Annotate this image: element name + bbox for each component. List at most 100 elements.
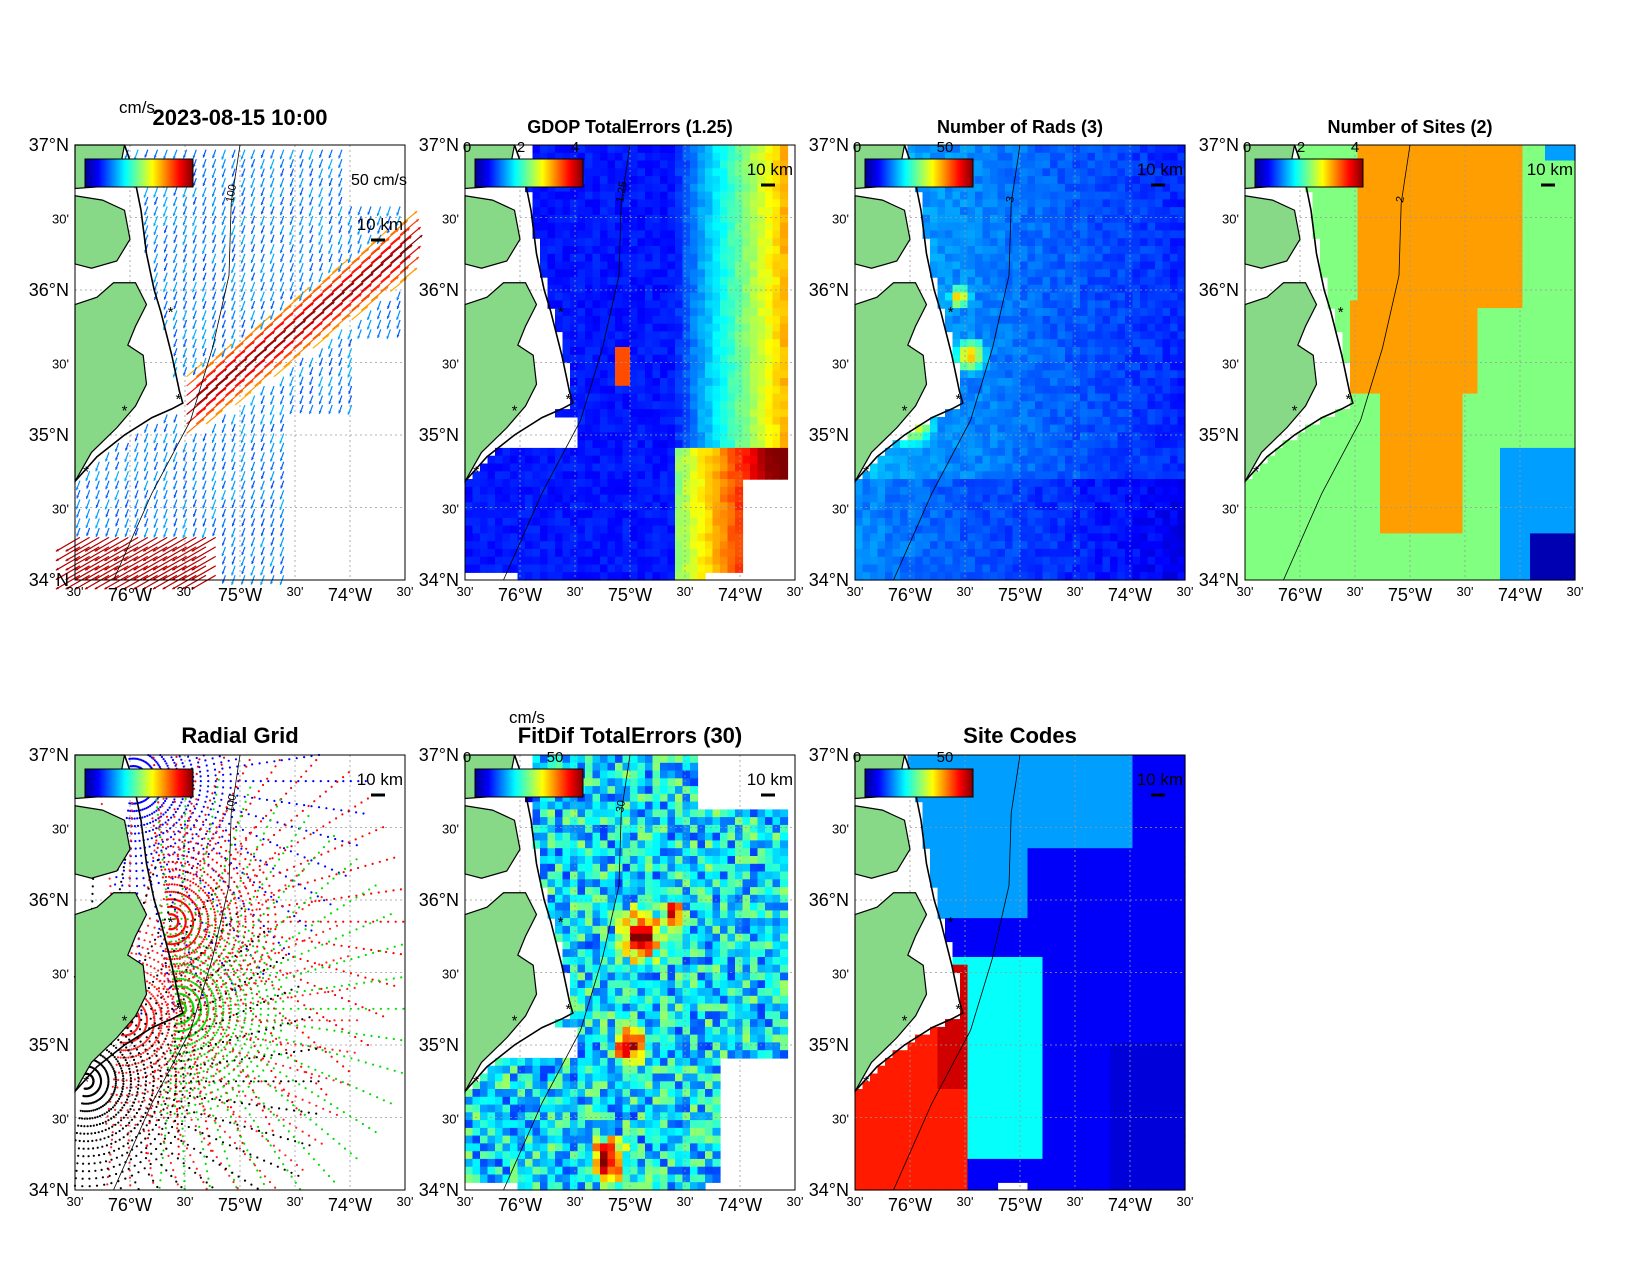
current-vector-head <box>144 439 147 443</box>
field-cell <box>960 308 969 317</box>
field-cell <box>1035 564 1044 573</box>
current-vector <box>322 291 345 311</box>
field-cell <box>675 214 684 224</box>
field-cell <box>1005 432 1014 441</box>
field-cell <box>615 354 624 364</box>
field-cell <box>997 548 1006 558</box>
field-cell <box>660 354 669 364</box>
field-cell <box>607 447 616 457</box>
field-cell <box>990 214 999 224</box>
field-cell <box>1035 517 1044 527</box>
field-cell <box>645 447 654 457</box>
field-cell <box>577 447 586 457</box>
field-cell <box>727 331 736 340</box>
field-cell <box>510 494 519 503</box>
field-cell <box>1027 160 1036 169</box>
field-cell <box>1012 510 1021 519</box>
site-marker: * <box>473 463 479 480</box>
current-vector <box>254 330 276 349</box>
colorbar-tick-label: 4 <box>571 139 579 156</box>
field-cell <box>667 564 676 573</box>
field-cell <box>675 486 684 496</box>
field-cell <box>765 246 774 255</box>
field-cell <box>915 440 924 449</box>
field-cell <box>525 525 534 534</box>
field-cell <box>900 541 909 550</box>
current-vector-head <box>240 478 244 482</box>
current-vector <box>84 546 110 562</box>
field-cell <box>637 277 646 286</box>
field-cell <box>990 277 999 286</box>
field-cell <box>990 385 999 395</box>
field-cell <box>592 261 601 270</box>
field-cell <box>630 253 639 263</box>
field-cell <box>652 222 661 232</box>
field-cell <box>772 315 781 325</box>
field-cell <box>1005 479 1014 488</box>
current-vector-head <box>172 430 176 434</box>
current-vector-head <box>94 558 98 561</box>
current-vector-head <box>123 567 127 571</box>
field-cell <box>697 261 706 270</box>
field-cell <box>757 191 766 200</box>
current-vector-head <box>270 428 274 432</box>
field-cell <box>855 564 864 573</box>
current-vector-head <box>260 392 264 396</box>
field-cell <box>1005 300 1014 309</box>
field-cell <box>1005 440 1014 449</box>
field-cell <box>945 416 954 426</box>
field-cell <box>675 292 684 301</box>
field-cell <box>975 564 984 573</box>
field-cell <box>645 424 654 433</box>
field-cell <box>1005 447 1014 457</box>
current-vector-head <box>65 577 69 580</box>
field-cell <box>967 214 976 224</box>
field-cell <box>990 556 999 566</box>
field-cell <box>900 533 909 542</box>
current-vector-head <box>251 249 254 253</box>
field-cell <box>727 370 736 379</box>
field-cell <box>997 440 1006 449</box>
field-cell <box>577 323 586 333</box>
current-vector-head <box>115 505 118 509</box>
field-cell <box>555 471 564 480</box>
field-cell <box>1020 347 1029 356</box>
field-cell <box>630 440 639 449</box>
field-cell <box>690 463 699 472</box>
field-cell <box>690 370 699 379</box>
field-cell <box>990 308 999 317</box>
field-cell <box>630 191 639 200</box>
field-cell <box>1005 416 1014 426</box>
field-cell <box>1012 315 1021 325</box>
field-cell <box>1035 401 1044 410</box>
field-cell <box>945 533 954 542</box>
field-cell <box>705 548 714 558</box>
current-vector-head <box>318 250 322 254</box>
field-cell <box>660 416 669 426</box>
field-cell <box>660 370 669 379</box>
field-cell <box>592 525 601 534</box>
field-cell <box>997 572 1006 581</box>
field-cell <box>952 416 961 426</box>
current-vector-head <box>280 173 284 177</box>
current-vector <box>215 399 234 415</box>
field-cell <box>622 393 631 402</box>
current-vector-head <box>231 297 235 301</box>
field-cell <box>930 471 939 480</box>
current-vector <box>162 565 187 581</box>
current-vector-head <box>162 577 166 580</box>
field-cell <box>885 510 894 519</box>
field-cell <box>982 191 991 200</box>
field-cell <box>615 556 624 566</box>
lat-tick-label: 35°N <box>419 425 459 445</box>
field-cell <box>1005 214 1014 224</box>
field-cell <box>630 541 639 550</box>
field-cell <box>727 214 736 224</box>
current-vector <box>195 397 217 415</box>
field-cell <box>607 385 616 395</box>
current-vector-head <box>134 468 137 472</box>
current-vector-head <box>269 251 273 255</box>
current-vector-head <box>290 296 293 300</box>
field-cell <box>982 494 991 503</box>
field-cell <box>645 238 654 247</box>
